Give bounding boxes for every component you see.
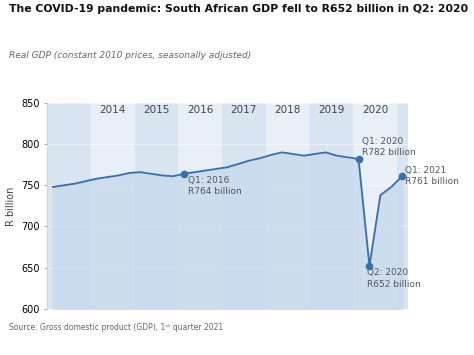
Text: 2020: 2020 bbox=[362, 105, 388, 115]
Y-axis label: R billion: R billion bbox=[6, 186, 16, 225]
Text: 2018: 2018 bbox=[274, 105, 301, 115]
Bar bbox=[222, 103, 266, 309]
Bar bbox=[91, 103, 135, 309]
Text: The COVID-19 pandemic: South African GDP fell to R652 billion in Q2: 2020: The COVID-19 pandemic: South African GDP… bbox=[9, 4, 469, 13]
Bar bbox=[135, 103, 178, 309]
Bar bbox=[47, 103, 91, 309]
Bar bbox=[397, 103, 408, 309]
Text: 2019: 2019 bbox=[318, 105, 345, 115]
Text: 2014: 2014 bbox=[100, 105, 126, 115]
Text: Q1: 2016
R764 billion: Q1: 2016 R764 billion bbox=[188, 176, 242, 196]
Bar bbox=[266, 103, 310, 309]
Bar bbox=[178, 103, 222, 309]
Text: 2017: 2017 bbox=[231, 105, 257, 115]
Text: Q2: 2020
R652 billion: Q2: 2020 R652 billion bbox=[367, 268, 421, 289]
Text: Real GDP (constant 2010 prices, seasonally adjusted): Real GDP (constant 2010 prices, seasonal… bbox=[9, 51, 252, 60]
Bar bbox=[353, 103, 397, 309]
Text: Q1: 2021
R761 billion: Q1: 2021 R761 billion bbox=[405, 166, 459, 186]
Text: Source: Gross domestic product (GDP), 1ˢᵗ quarter 2021: Source: Gross domestic product (GDP), 1ˢ… bbox=[9, 323, 224, 332]
Text: Q1: 2020
R782 billion: Q1: 2020 R782 billion bbox=[362, 137, 416, 157]
Text: 2016: 2016 bbox=[187, 105, 213, 115]
Bar bbox=[310, 103, 353, 309]
Text: 2015: 2015 bbox=[143, 105, 170, 115]
